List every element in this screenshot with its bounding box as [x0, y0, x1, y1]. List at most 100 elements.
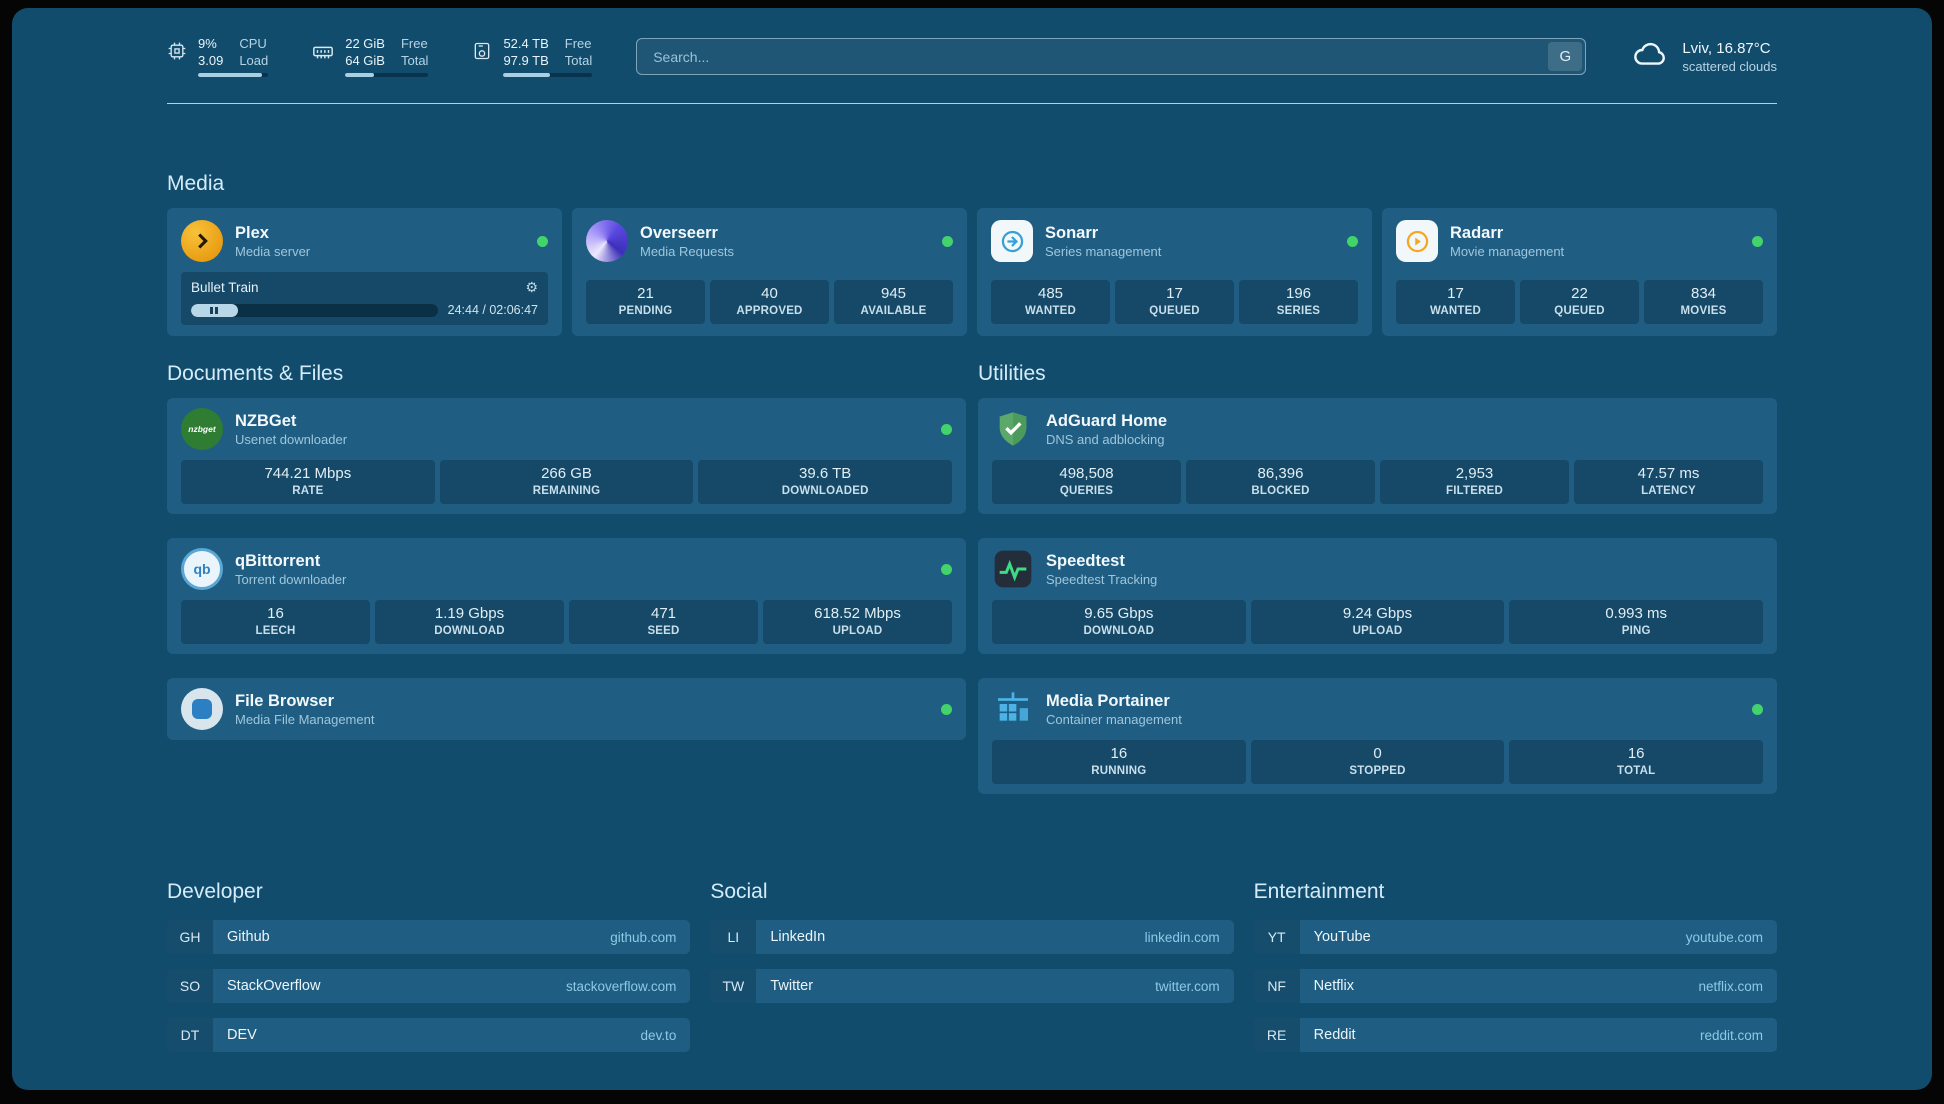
bookmark-dev[interactable]: DT DEV dev.to: [167, 1018, 691, 1052]
plex-icon: [181, 220, 223, 262]
memory-total-label: Total: [400, 53, 429, 68]
top-bar: 9% CPU 3.09 Load: [167, 36, 1777, 77]
memory-free-value: 22 GiB: [345, 36, 385, 51]
stat-ping: 0.993 ms PING: [1509, 600, 1764, 644]
service-subtitle: DNS and adblocking: [1046, 431, 1165, 447]
bookmark-abbr: DT: [167, 1018, 213, 1052]
bookmark-reddit[interactable]: RE Reddit reddit.com: [1253, 1018, 1777, 1052]
bookmark-group-social: Social LI LinkedIn linkedin.com TW Twitt…: [710, 880, 1234, 1067]
bookmark-name: LinkedIn: [756, 920, 1145, 954]
search-bar: G: [636, 38, 1587, 75]
stat-queued: 17 QUEUED: [1115, 280, 1234, 324]
system-resources: 9% CPU 3.09 Load: [167, 36, 593, 77]
status-dot: [941, 563, 952, 575]
search-engine-button[interactable]: G: [1548, 42, 1583, 71]
service-subtitle: Media Requests: [640, 243, 734, 259]
now-playing-title: Bullet Train: [191, 280, 259, 295]
service-name: AdGuard Home: [1046, 411, 1168, 430]
service-subtitle: Usenet downloader: [235, 431, 348, 447]
disk-bar: [503, 73, 593, 77]
section-title-social: Social: [710, 880, 768, 903]
resource-cpu: 9% CPU 3.09 Load: [167, 36, 269, 77]
disk-total-label: Total: [564, 53, 593, 68]
bookmark-url: youtube.com: [1685, 920, 1777, 954]
section-title-utilities: Utilities: [978, 362, 1046, 385]
memory-total-value: 64 GiB: [345, 53, 385, 68]
qbittorrent-icon: qb: [181, 548, 223, 590]
stat-rate: 744.21 Mbps RATE: [181, 460, 435, 504]
bookmark-linkedin[interactable]: LI LinkedIn linkedin.com: [710, 920, 1234, 954]
service-card-adguard[interactable]: AdGuard Home DNS and adblocking 498,508 …: [978, 398, 1777, 514]
stat-available: 945 AVAILABLE: [834, 280, 953, 324]
bookmark-name: Reddit: [1299, 1018, 1700, 1052]
bookmark-abbr: TW: [710, 969, 757, 1003]
service-name: qBittorrent: [235, 551, 321, 570]
section-title-media: Media: [167, 172, 225, 195]
status-dot: [537, 235, 548, 247]
bookmark-abbr: LI: [710, 920, 757, 954]
stat-downloaded: 39.6 TB DOWNLOADED: [698, 460, 953, 504]
bookmark-youtube[interactable]: YT YouTube youtube.com: [1253, 920, 1777, 954]
service-name: File Browser: [235, 691, 335, 710]
bookmark-name: Github: [213, 920, 611, 954]
service-card-plex[interactable]: Plex Media server Bullet Train ⚙: [167, 208, 562, 336]
service-name: Radarr: [1450, 223, 1504, 242]
stat-seed: 471 SEED: [569, 600, 758, 644]
weather-widget[interactable]: Lviv, 16.87°C scattered clouds: [1630, 38, 1777, 75]
service-card-overseerr[interactable]: Overseerr Media Requests 21 PENDING 40 A…: [572, 208, 967, 336]
cpu-bar: [198, 73, 269, 77]
speedtest-icon: [992, 548, 1034, 590]
service-card-sonarr[interactable]: Sonarr Series management 485 WANTED 17 Q…: [977, 208, 1372, 336]
service-card-filebrowser[interactable]: File Browser Media File Management: [167, 678, 966, 740]
stat-wanted: 17 WANTED: [1396, 280, 1515, 324]
sonarr-icon: [991, 220, 1033, 262]
service-card-nzbget[interactable]: nzbget NZBGet Usenet downloader 744.21 M…: [167, 398, 966, 514]
bookmark-stackoverflow[interactable]: SO StackOverflow stackoverflow.com: [167, 969, 691, 1003]
stat-running: 16 RUNNING: [992, 740, 1246, 784]
bookmark-name: Twitter: [756, 969, 1156, 1003]
service-name: Sonarr: [1045, 223, 1099, 242]
stat-wanted: 485 WANTED: [991, 280, 1110, 324]
search-input[interactable]: [637, 48, 1549, 65]
service-card-portainer[interactable]: Media Portainer Container management 16 …: [978, 678, 1777, 794]
cpu-load-label: Load: [239, 53, 269, 68]
resource-disk: 52.4 TB Free 97.9 TB Total: [472, 36, 593, 77]
filebrowser-icon: [181, 688, 223, 730]
bookmark-twitter[interactable]: TW Twitter twitter.com: [710, 969, 1234, 1003]
service-name: Plex: [235, 223, 269, 242]
disk-icon: [472, 41, 492, 66]
stat-latency: 47.57 ms LATENCY: [1574, 460, 1763, 504]
service-subtitle: Container management: [1046, 711, 1182, 727]
pause-icon[interactable]: [210, 306, 219, 314]
service-subtitle: Media server: [235, 243, 311, 259]
stat-remaining: 266 GB REMAINING: [439, 460, 694, 504]
bookmark-netflix[interactable]: NF Netflix netflix.com: [1253, 969, 1777, 1003]
gear-icon[interactable]: ⚙: [525, 279, 538, 295]
service-card-qbittorrent[interactable]: qb qBittorrent Torrent downloader 16 LEE…: [167, 538, 966, 654]
service-subtitle: Media File Management: [235, 711, 375, 727]
section-utilities: Utilities AdGuard Home DNS and: [978, 362, 1777, 818]
stat-upload: 618.52 Mbps UPLOAD: [763, 600, 952, 644]
service-name: Speedtest: [1046, 551, 1125, 570]
service-card-radarr[interactable]: Radarr Movie management 17 WANTED 22 QUE…: [1382, 208, 1777, 336]
bookmark-github[interactable]: GH Github github.com: [167, 920, 691, 954]
status-dot: [942, 235, 953, 247]
bookmark-url: twitter.com: [1155, 969, 1234, 1003]
service-card-speedtest[interactable]: Speedtest Speedtest Tracking 9.65 Gbps D…: [978, 538, 1777, 654]
section-title-entertainment: Entertainment: [1253, 880, 1385, 903]
memory-bar: [345, 73, 429, 77]
bookmark-url: stackoverflow.com: [566, 969, 691, 1003]
radarr-icon: [1396, 220, 1438, 262]
bookmark-abbr: GH: [167, 920, 213, 954]
service-subtitle: Series management: [1045, 243, 1162, 259]
status-dot: [1752, 235, 1763, 247]
stat-pending: 21 PENDING: [586, 280, 705, 324]
playback-progress-bar[interactable]: [191, 303, 438, 317]
cpu-usage-value: 9%: [198, 36, 217, 51]
stat-movies: 834 MOVIES: [1644, 280, 1763, 324]
stat-filtered: 2,953 FILTERED: [1380, 460, 1569, 504]
nzbget-icon: nzbget: [181, 408, 223, 450]
section-title-developer: Developer: [167, 880, 263, 903]
status-dot: [1347, 235, 1358, 247]
overseerr-icon: [586, 220, 628, 262]
